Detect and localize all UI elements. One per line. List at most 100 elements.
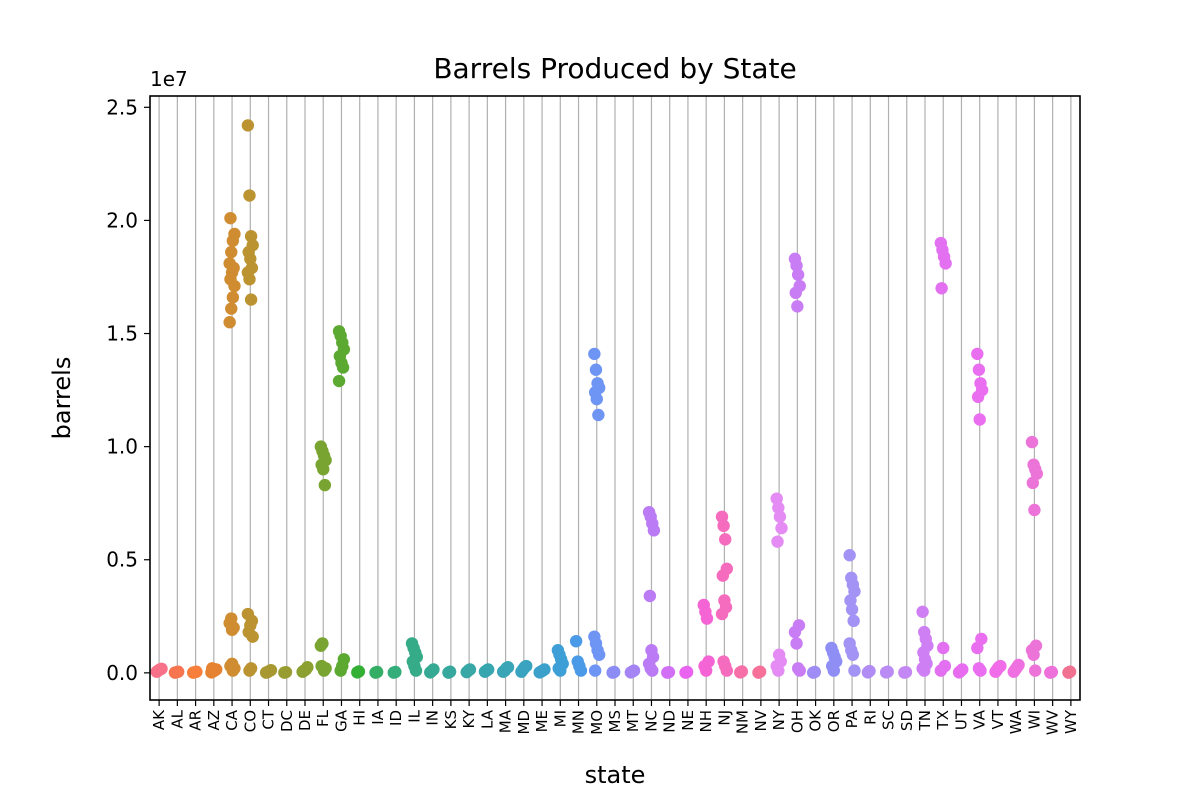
data-point — [720, 664, 734, 677]
data-point — [223, 257, 236, 270]
data-point — [608, 665, 621, 679]
x-tick-label: KY — [460, 709, 478, 728]
x-tick-label: HI — [351, 710, 369, 726]
x-tick-label: MD — [515, 710, 533, 735]
data-point — [409, 664, 423, 677]
x-tick-label: VT — [989, 709, 1007, 729]
data-point — [1028, 503, 1041, 517]
data-point — [318, 478, 332, 492]
data-point — [788, 625, 802, 639]
data-points — [150, 119, 1077, 679]
data-point — [520, 659, 533, 673]
data-point — [224, 211, 237, 225]
data-point — [336, 361, 350, 374]
x-tick-label: MO — [588, 710, 606, 735]
data-point — [700, 612, 714, 625]
data-point — [1045, 665, 1059, 679]
data-point — [538, 663, 551, 676]
data-point — [789, 286, 802, 300]
x-tick-label: AZ — [205, 710, 223, 731]
data-point — [243, 189, 256, 202]
data-point — [332, 374, 346, 388]
data-point — [845, 603, 859, 616]
x-tick-label: NV — [752, 709, 770, 731]
data-point — [643, 589, 657, 603]
x-tick-label: ND — [661, 710, 679, 733]
data-point — [225, 612, 238, 625]
y-tick-label: 1.0 — [106, 435, 138, 459]
x-tick-label: MS — [606, 710, 624, 732]
x-tick-label: NH — [697, 710, 715, 733]
x-tick-label: TX — [934, 710, 952, 730]
data-point — [939, 257, 952, 270]
data-point — [719, 533, 732, 546]
data-point — [680, 665, 694, 679]
y-offset-label: 1e7 — [150, 67, 188, 91]
data-point — [1027, 648, 1040, 661]
x-tick-label: AK — [150, 709, 168, 730]
data-point — [934, 664, 948, 677]
x-tick-label: IN — [424, 710, 442, 726]
data-point — [501, 660, 515, 674]
data-point — [574, 664, 588, 677]
x-tick-label: OR — [825, 710, 843, 732]
x-tick-label: NE — [679, 710, 697, 731]
x-axis: AK AL AR AZ CA CO CT DC DE FL GA HI IA ID IL IN KS KY LA MA… — [150, 700, 1080, 735]
x-tick-label: AL — [168, 709, 186, 728]
data-point — [971, 347, 984, 361]
data-point — [846, 648, 860, 661]
x-tick-label: CO — [241, 710, 259, 732]
x-tick-label: ME — [533, 710, 551, 732]
data-point — [881, 665, 894, 678]
x-tick-label: OK — [807, 709, 825, 732]
data-point — [554, 664, 567, 677]
data-point — [1012, 658, 1025, 672]
data-point — [223, 316, 236, 329]
data-point — [775, 521, 788, 535]
data-point — [715, 607, 729, 621]
data-point — [225, 657, 239, 671]
data-point — [848, 664, 861, 677]
x-tick-label: WI — [1025, 710, 1043, 729]
y-axis-label: barrels — [48, 357, 76, 440]
x-tick-label: SD — [898, 710, 916, 731]
data-point — [974, 664, 987, 677]
x-tick-label: VA — [971, 709, 989, 729]
x-tick-label: MT — [624, 709, 642, 732]
data-point — [243, 273, 256, 286]
data-point — [569, 634, 583, 648]
x-tick-label: KS — [442, 710, 460, 729]
data-point — [155, 662, 168, 675]
data-point — [937, 641, 950, 655]
data-point — [244, 293, 258, 306]
data-point — [279, 665, 293, 679]
x-tick-label: SC — [880, 710, 898, 730]
data-point — [389, 665, 402, 679]
data-point — [717, 519, 730, 533]
data-point — [772, 664, 785, 677]
data-point — [590, 392, 603, 406]
x-tick-label: MI — [551, 710, 569, 727]
data-point — [370, 665, 384, 679]
data-point — [843, 549, 856, 562]
data-point — [1029, 664, 1042, 677]
x-tick-label: NM — [734, 710, 752, 734]
data-point — [171, 665, 185, 678]
data-point — [301, 660, 314, 674]
x-tick-label: WA — [1007, 709, 1025, 734]
x-tick-label: TN — [916, 710, 934, 731]
data-point — [916, 605, 929, 618]
y-axis: 0.0 0.5 1.0 1.5 2.0 2.5 — [106, 95, 150, 685]
data-point — [973, 413, 986, 426]
data-point — [972, 363, 986, 376]
x-tick-label: DC — [278, 710, 296, 732]
x-tick-label: WY — [1062, 709, 1080, 734]
x-tick-label: RI — [861, 710, 879, 725]
x-tick-label: FL — [314, 709, 332, 727]
data-point — [588, 664, 602, 677]
data-point — [463, 663, 477, 676]
x-tick-label: IA — [369, 709, 387, 724]
x-tick-label: IL — [405, 709, 423, 722]
data-point — [241, 119, 255, 132]
x-tick-label: WV — [1044, 709, 1062, 735]
